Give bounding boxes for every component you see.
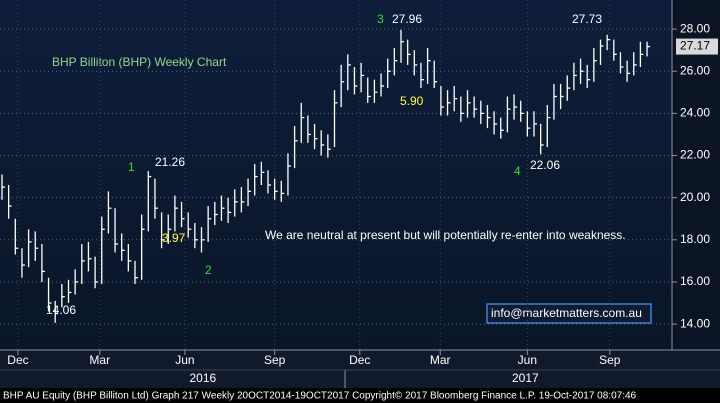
footer: BHP AU Equity (BHP Billiton Ltd) Graph 2… (3, 391, 637, 402)
x-tick-label: Mar (89, 353, 110, 367)
plot-background (0, 0, 672, 350)
y-tick-label: 16.00 (680, 274, 710, 288)
price-annotation: 21.26 (155, 155, 185, 169)
last-price-box (676, 38, 718, 55)
x-axis-background (0, 350, 720, 388)
price-annotation: 27.73 (572, 12, 602, 26)
annotation: 4 (514, 164, 521, 178)
x-tick-label: Dec (7, 353, 28, 367)
price-annotation: 27.96 (392, 12, 422, 26)
x-tick-label: Jun (518, 353, 537, 367)
last-price-label: 27.17 (680, 39, 710, 53)
annotation: 5.90 (400, 94, 424, 108)
x-tick-label: Sep (599, 353, 621, 367)
y-tick-label: 18.00 (680, 232, 710, 246)
x-tick-label: Dec (349, 353, 370, 367)
price-annotation: 14.06 (46, 303, 76, 317)
footer-background (0, 388, 720, 403)
year-label: 2017 (512, 371, 539, 385)
y-tick-label: 24.00 (680, 106, 710, 120)
annotation: 3.97 (162, 231, 186, 245)
y-tick-label: 20.00 (680, 190, 710, 204)
y-tick-label: 14.00 (680, 316, 710, 330)
y-tick-label: 26.00 (680, 63, 710, 77)
price-annotation: 22.06 (530, 158, 560, 172)
axis-background (672, 0, 720, 350)
annotation: We are neutral at present but will poten… (265, 228, 626, 242)
annotation: 2 (205, 263, 212, 277)
chart-title: BHP Billiton (BHP) Weekly Chart (52, 55, 227, 69)
y-tick-label: 28.00 (680, 21, 710, 35)
year-label: 2016 (189, 371, 216, 385)
contact: info@marketmatters.com.au (491, 306, 642, 320)
annotation: 1 (128, 160, 135, 174)
x-tick-label: Jun (175, 353, 194, 367)
annotation: 3 (377, 12, 384, 26)
x-tick-label: Mar (430, 353, 451, 367)
y-tick-label: 22.00 (680, 148, 710, 162)
x-tick-label: Sep (264, 353, 286, 367)
